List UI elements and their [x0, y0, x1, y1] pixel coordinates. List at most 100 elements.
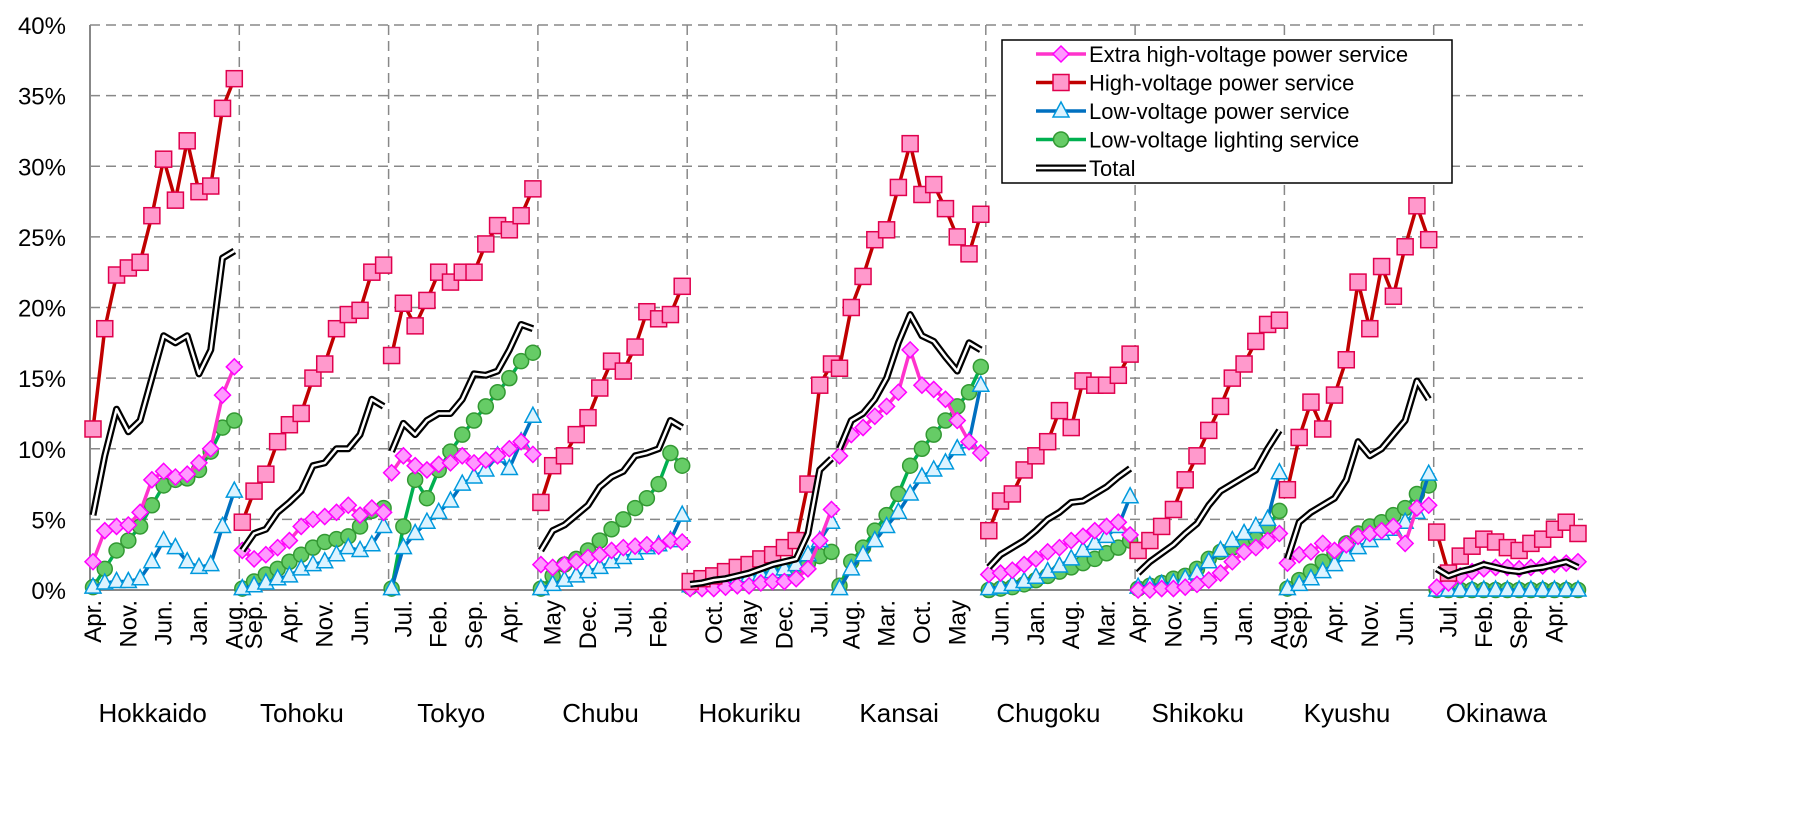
circle-marker — [418, 489, 436, 507]
square-marker — [1247, 332, 1265, 351]
circle-marker — [477, 398, 495, 415]
region-label: Okinawa — [1446, 698, 1548, 728]
square-marker — [555, 447, 574, 465]
legend: Extra high-voltage power service High-vol… — [1001, 39, 1453, 184]
square-marker — [614, 362, 633, 380]
legend-label: Extra high-voltage power service — [1089, 42, 1408, 67]
diamond-marker — [83, 552, 103, 571]
triangle-marker — [417, 511, 437, 529]
x-tick-label: Feb. — [426, 600, 453, 648]
diamond-marker — [661, 531, 680, 550]
triangle-marker — [362, 534, 382, 552]
x-tick-label: Apr. — [80, 600, 107, 643]
square-marker — [1235, 355, 1253, 373]
x-tick-label: Oct. — [909, 600, 936, 644]
square-marker — [830, 359, 849, 377]
square-marker — [406, 317, 424, 335]
triangle-marker — [1556, 579, 1576, 597]
square-marker — [374, 256, 393, 274]
square-marker — [213, 99, 232, 118]
square-marker — [1200, 421, 1218, 440]
square-marker — [1211, 397, 1230, 416]
circle-marker — [626, 499, 644, 517]
x-tick-label: May — [540, 600, 567, 645]
square-marker — [1290, 428, 1308, 447]
y-tick-label: 25% — [18, 225, 66, 252]
diamond-marker — [901, 340, 920, 359]
triangle-marker — [130, 568, 150, 586]
region-label: Tohoku — [260, 698, 344, 728]
square-marker — [327, 319, 346, 338]
diamond-marker — [853, 418, 873, 437]
series-line — [91, 78, 236, 430]
x-tick-label: Jan. — [1231, 600, 1258, 645]
diamond-marker — [189, 453, 209, 472]
region-label: Hokkaido — [98, 698, 206, 728]
circle-marker — [108, 542, 125, 559]
circle-marker — [1271, 502, 1288, 520]
triangle-marker — [1521, 579, 1541, 597]
square-marker — [901, 134, 919, 153]
x-tick-label: Nov. — [312, 600, 339, 648]
square-marker — [268, 432, 287, 451]
diamond-marker — [256, 545, 275, 564]
legend-marker — [1051, 100, 1071, 118]
circle-marker — [913, 440, 931, 457]
diamond-marker — [798, 559, 818, 578]
region-label: Kansai — [859, 698, 939, 728]
triangle-marker — [95, 572, 115, 590]
triangle-marker — [853, 544, 873, 562]
plot-area — [83, 69, 1588, 600]
triangle-marker — [1325, 553, 1344, 572]
diamond-marker — [394, 446, 413, 465]
triangle-marker — [1451, 579, 1470, 597]
x-tick-label: Aug. — [221, 600, 248, 649]
square-marker — [1188, 447, 1206, 465]
circle-marker — [489, 384, 506, 401]
diamond-marker — [131, 503, 150, 522]
square-marker — [889, 178, 908, 197]
square-marker — [477, 235, 495, 253]
triangle-marker — [672, 504, 692, 522]
triangle-marker — [1462, 579, 1482, 597]
x-tick-label: Apr. — [1125, 600, 1152, 643]
square-marker — [673, 277, 691, 296]
square-marker — [1141, 531, 1159, 550]
x-tick-label: Aug. — [838, 600, 865, 649]
diamond-marker — [327, 503, 346, 522]
x-tick-label: Aug. — [1058, 600, 1085, 649]
square-marker — [1027, 447, 1045, 465]
square-marker — [143, 206, 161, 225]
square-marker — [315, 355, 334, 373]
square-marker — [1302, 393, 1320, 411]
diamond-marker — [822, 500, 841, 519]
legend-label: Total — [1089, 156, 1135, 181]
diamond-marker — [268, 538, 287, 557]
diamond-marker — [154, 462, 173, 481]
square-marker — [245, 482, 263, 500]
square-marker — [579, 408, 597, 427]
square-marker — [1176, 471, 1194, 489]
diamond-marker — [889, 383, 908, 402]
circle-marker — [638, 489, 656, 507]
square-marker — [394, 294, 413, 313]
diamond-marker — [637, 535, 656, 554]
triangle-marker — [1498, 579, 1517, 597]
square-marker — [1361, 319, 1379, 338]
square-marker — [567, 425, 585, 444]
diamond-marker — [936, 390, 955, 409]
circle-marker — [823, 543, 840, 561]
triangle-marker — [1120, 486, 1140, 504]
square-marker — [980, 521, 998, 540]
diamond-marker — [1325, 541, 1344, 560]
diamond-marker — [1050, 538, 1069, 557]
x-tick-label: Jul. — [807, 600, 834, 637]
x-tick-label: Jan. — [186, 600, 213, 645]
region-label: Chubu — [562, 698, 639, 728]
total-line-inner — [690, 457, 833, 586]
square-marker — [532, 493, 550, 512]
triangle-marker — [213, 515, 232, 534]
y-tick-label: 35% — [18, 84, 66, 111]
